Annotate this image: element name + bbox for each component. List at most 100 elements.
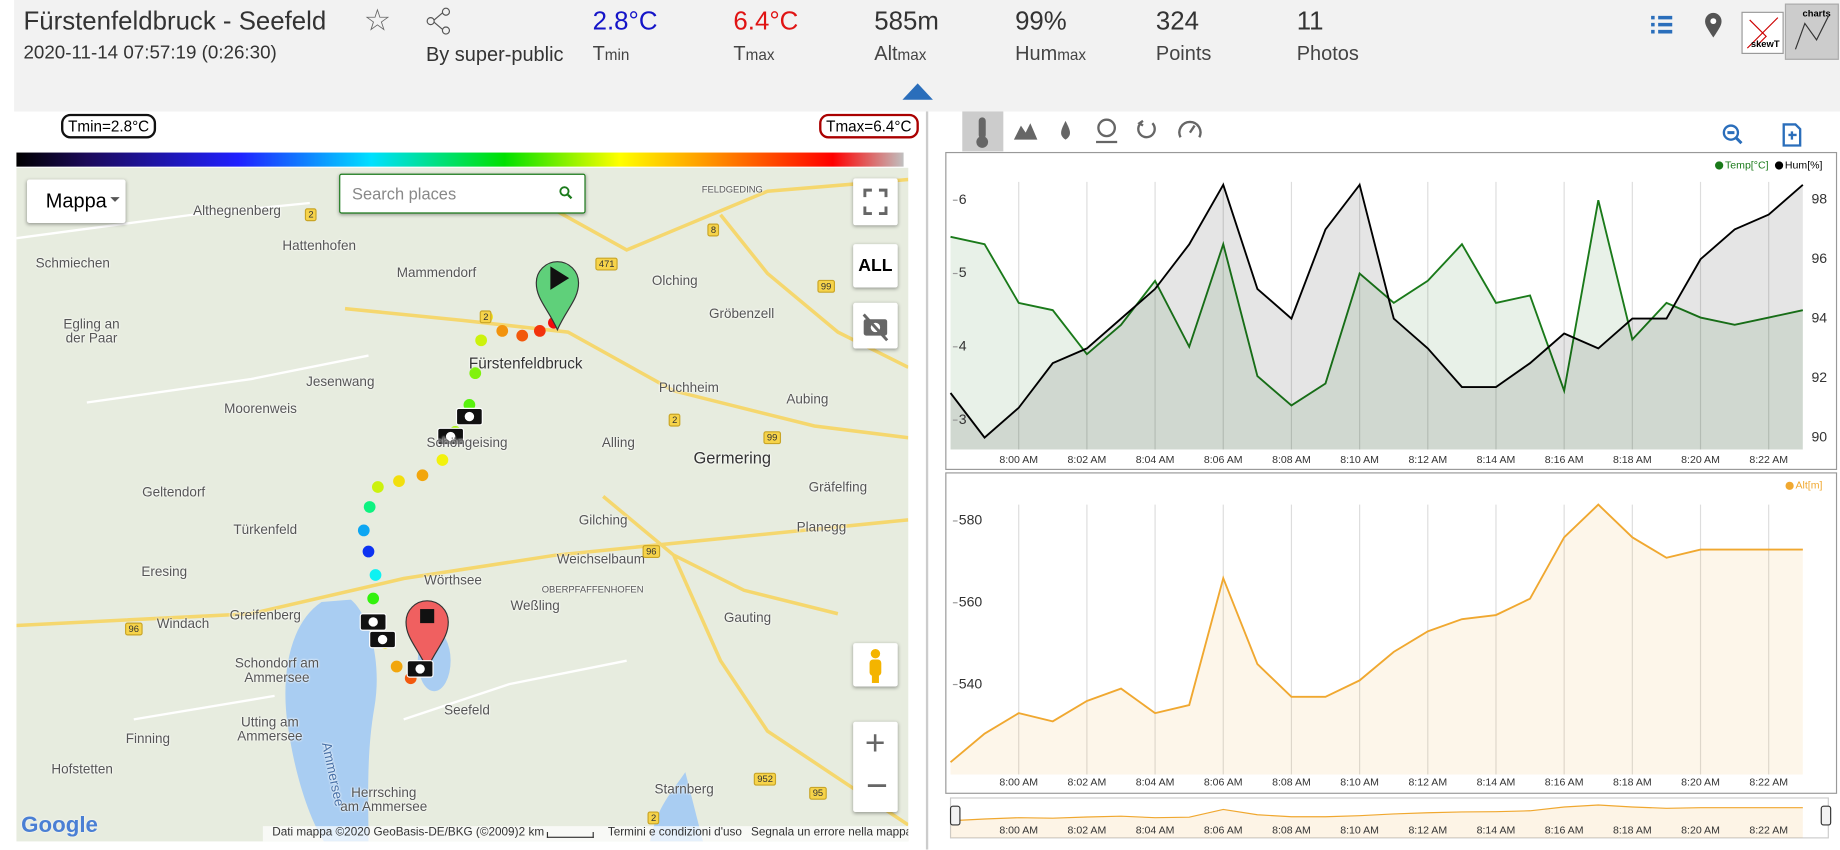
x-tick-label: 8:18 AM — [1613, 777, 1652, 789]
road-shield: 952 — [753, 772, 777, 786]
place-label: Gräfelfing — [808, 481, 868, 496]
place-label: Geltendorf — [142, 485, 206, 500]
place-label: Wörthsee — [424, 573, 482, 588]
place-label: Aubing — [786, 393, 829, 408]
x-tick-label: 8:04 AM — [1136, 777, 1175, 789]
report[interactable]: Segnala un errore nella mappa — [751, 826, 909, 840]
route-point — [416, 469, 429, 482]
place-label: Egling an der Paar — [63, 318, 120, 347]
y2-tick-label: 96 — [1811, 250, 1827, 266]
x-tick-label: 8:08 AM — [1272, 454, 1311, 466]
navigator-line — [950, 804, 1803, 822]
map-type-button[interactable]: Mappa — [26, 179, 126, 223]
photo-lens — [415, 664, 425, 674]
stat-value: 324 — [1155, 5, 1199, 36]
navigator-area — [950, 805, 1803, 838]
share-icon[interactable] — [425, 7, 453, 35]
place-label: Weichselbaum — [556, 552, 645, 567]
series-line — [949, 503, 1803, 763]
place-label: Fürstenfeldbruck — [468, 354, 583, 372]
zoom-out[interactable]: − — [866, 763, 888, 807]
track-date: 2020-11-14 07:57:19 (0:26:30) — [23, 43, 277, 64]
road-shield: 8 — [707, 223, 720, 237]
road-shield: 471 — [595, 257, 619, 271]
stat-value: 2.8°C — [592, 5, 658, 36]
search-icon[interactable] — [559, 185, 573, 200]
x-tick-label: 8:12 AM — [1408, 777, 1447, 789]
road-shield: 99 — [817, 279, 835, 293]
all-button[interactable]: ALL — [853, 244, 898, 288]
route-point — [475, 334, 488, 347]
x-tick-label: 8:18 AM — [1613, 454, 1652, 466]
place-label: Schmiechen — [35, 256, 110, 272]
navigator-tick-label: 8:10 AM — [1340, 825, 1379, 837]
stat-label-text: T — [592, 42, 605, 65]
place-label: Gilching — [578, 513, 628, 529]
map[interactable]: Mappa Search places ALL + − Google Dati m… — [16, 167, 909, 842]
y2-tick-label: 92 — [1811, 369, 1827, 385]
x-tick-label: 8:14 AM — [1477, 777, 1516, 789]
place-label: Alling — [601, 436, 635, 451]
navigator-handle[interactable] — [949, 805, 961, 826]
terms[interactable]: Termini e condizioni d'uso — [607, 826, 742, 840]
navigator-tick-label: 8:08 AM — [1272, 825, 1311, 837]
road-shield: 2 — [479, 310, 492, 324]
track-title: Fürstenfeldbruck - Seefeld — [23, 5, 327, 36]
scale-bar — [546, 832, 594, 838]
route-point — [390, 660, 403, 673]
zoom-control[interactable]: + − — [853, 721, 898, 813]
place-label: FELDGEDING — [701, 184, 763, 195]
charts-button[interactable]: charts — [1784, 3, 1839, 60]
stat-label-text: Hum — [1015, 42, 1058, 65]
author: By super-public — [425, 43, 564, 66]
x-tick-label: 8:04 AM — [1136, 454, 1175, 466]
place-label: Gröbenzell — [709, 307, 775, 322]
y-tick-label: 540 — [959, 675, 983, 691]
pin-icon[interactable] — [1702, 12, 1725, 40]
search-input[interactable]: Search places — [339, 173, 586, 214]
favorite-star[interactable]: ☆ — [363, 2, 392, 38]
photos-toggle[interactable] — [853, 302, 898, 349]
street-view[interactable] — [853, 643, 898, 687]
chart-frame — [945, 472, 1838, 794]
stat-value: 11 — [1296, 5, 1324, 36]
stat-label-sub: min — [604, 45, 630, 64]
skewt-button[interactable]: skewT — [1741, 11, 1784, 54]
zoom-in[interactable]: + — [864, 724, 886, 763]
google-logo: Google — [21, 813, 98, 838]
x-tick-label: 8:22 AM — [1749, 777, 1788, 789]
place-label: Utting am Ammersee — [237, 715, 303, 744]
place-label: Türkenfeld — [233, 523, 298, 538]
legend-dot — [1715, 161, 1724, 170]
stat-label-sub: max — [897, 45, 927, 64]
x-tick-label: 8:02 AM — [1068, 777, 1107, 789]
series-area — [950, 504, 1803, 775]
y-tick-label: 580 — [959, 512, 983, 528]
navigator-tick-label: 8:20 AM — [1681, 825, 1720, 837]
y2-tick-label: 98 — [1811, 190, 1827, 206]
road-shield: 96 — [125, 622, 143, 636]
color-scale — [16, 152, 904, 167]
route-point — [469, 367, 482, 380]
route-point — [362, 545, 375, 558]
chart-tabs[interactable] — [962, 111, 1208, 152]
chart-tools[interactable] — [1720, 122, 1814, 150]
legend-dot — [1774, 161, 1784, 170]
navigator-tick-label: 8:02 AM — [1068, 825, 1107, 837]
track-marker — [405, 600, 449, 671]
stat-label: Photos — [1297, 42, 1359, 65]
photo-lens — [368, 617, 378, 627]
x-tick-label: 8:06 AM — [1204, 777, 1243, 789]
fullscreen-button[interactable] — [853, 178, 898, 226]
stat-label-text: Alt — [874, 42, 898, 65]
navigator-tick-label: 8:00 AM — [999, 825, 1038, 837]
navigator-handle[interactable] — [1820, 805, 1832, 826]
road-shield: 2 — [647, 811, 660, 825]
navigator-tick-label: 8:16 AM — [1545, 825, 1584, 837]
marker-icon — [420, 609, 435, 624]
x-tick-label: 8:16 AM — [1545, 777, 1584, 789]
legend-label: Temp[°C] — [1725, 159, 1769, 171]
list-icon[interactable] — [1649, 14, 1675, 37]
header — [14, 0, 1840, 112]
